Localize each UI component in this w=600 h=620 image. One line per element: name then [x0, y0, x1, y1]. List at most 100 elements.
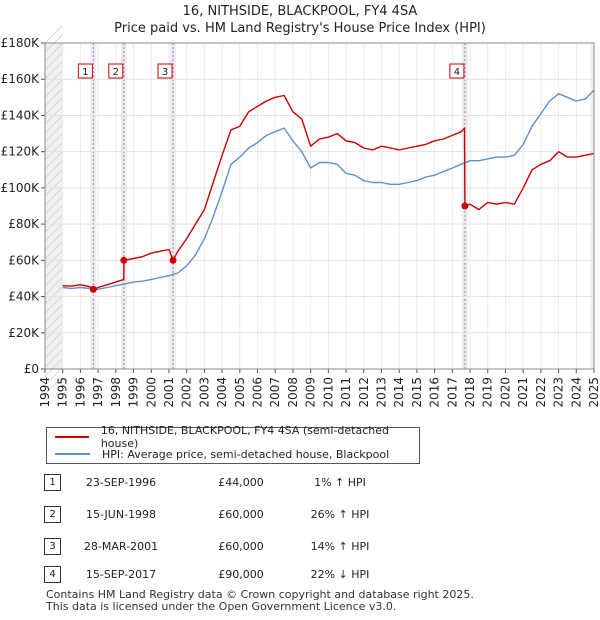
x-tick-label: 1998: [109, 377, 123, 408]
x-tick-label: 2015: [410, 377, 424, 408]
transaction-hpi-change: 26% ↑ HPI: [310, 508, 370, 521]
x-tick-label: 1996: [73, 377, 87, 408]
legend-swatch-hpi: [55, 453, 90, 455]
footer-licence: This data is licensed under the Open Gov…: [46, 600, 397, 613]
hatch-line: [44, 376, 63, 395]
x-tick-label: 2003: [197, 377, 211, 408]
legend-item-price: 16, NITHSIDE, BLACKPOOL, FY4 4SA (semi-d…: [55, 424, 419, 450]
legend-label-price: 16, NITHSIDE, BLACKPOOL, FY4 4SA (semi-d…: [100, 424, 389, 450]
legend-item-hpi: HPI: Average price, semi-detached house,…: [55, 446, 389, 462]
y-tick-label: £60K: [8, 253, 40, 267]
series-line-price: [62, 94, 595, 290]
legend-swatch-price: [55, 436, 89, 438]
x-tick-label: 2016: [428, 377, 442, 408]
hatch-line: [44, 295, 63, 314]
transaction-price: £90,000: [218, 568, 264, 581]
transaction-point: [461, 202, 469, 210]
y-tick-label: £160K: [1, 72, 41, 86]
y-tick-label: £80K: [8, 217, 40, 231]
hatch-line: [44, 79, 63, 98]
x-tick-label: 2017: [445, 377, 459, 408]
hatch-line: [44, 241, 63, 260]
hatch-line: [44, 133, 63, 152]
hatch-line: [44, 313, 63, 332]
x-tick-label: 2011: [339, 377, 353, 408]
transaction-number: 2: [44, 506, 61, 523]
transaction-number: 4: [44, 566, 61, 583]
x-tick-label: 2005: [233, 377, 247, 408]
y-tick-label: £100K: [1, 181, 41, 195]
x-tick-label: 2020: [498, 377, 512, 408]
x-tick-label: 2007: [268, 377, 282, 408]
price-chart: £0 £20K £40K £60K £80K £100K £120K £140K £160K £1…: [1, 25, 600, 408]
x-tick-label: 2014: [392, 377, 406, 408]
transaction-point: [120, 256, 128, 264]
hatch-line: [44, 178, 63, 197]
transaction-point: [89, 285, 97, 293]
x-tick-label: 2002: [180, 377, 194, 408]
x-tick-label: 2001: [162, 377, 176, 408]
x-tick-label: 2012: [357, 377, 371, 408]
legend: 16, NITHSIDE, BLACKPOOL, FY4 4SA (semi-d…: [46, 424, 420, 464]
hatch-line: [44, 223, 63, 242]
hatch-line: [44, 205, 63, 224]
transaction-price: £44,000: [218, 476, 264, 489]
hatch-line: [44, 25, 63, 44]
transaction-label-box: [157, 63, 173, 79]
transaction-label-box: [108, 63, 124, 79]
series-line-hpi: [62, 89, 595, 290]
x-tick-label: 2023: [552, 377, 566, 408]
x-tick-label: 2006: [251, 377, 265, 408]
hatch-line: [44, 169, 63, 188]
transaction-hpi-change: 14% ↑ HPI: [310, 540, 370, 553]
post-data-shade: [590, 43, 594, 369]
hatch-line: [44, 259, 63, 278]
y-tick-label: £120K: [1, 145, 41, 159]
x-tick-label: 2021: [516, 377, 530, 408]
x-tick-label: 1994: [38, 377, 52, 408]
pre-data-shade: [45, 43, 63, 369]
transaction-label: 1: [82, 67, 88, 78]
y-tick-label: £0: [24, 362, 39, 376]
chart-title: 16, NITHSIDE, BLACKPOOL, FY4 4SA: [182, 4, 418, 19]
hatch-line: [44, 277, 63, 296]
transaction-hpi-change: 1% ↑ HPI: [314, 476, 366, 489]
hatch-line: [44, 232, 63, 251]
x-tick-label: 2008: [286, 377, 300, 408]
x-tick-label: 2000: [144, 377, 158, 408]
hatch-line: [44, 304, 63, 323]
hatch-line: [44, 196, 63, 215]
legend-label-hpi: HPI: Average price, semi-detached house,…: [102, 447, 390, 461]
x-tick-label: 2024: [569, 377, 583, 408]
hatch-line: [44, 349, 63, 368]
chart-title-block: 16, NITHSIDE, BLACKPOOL, FY4 4SA Price p…: [0, 0, 600, 37]
transaction-label: 2: [113, 67, 119, 78]
hatch-line: [44, 142, 63, 161]
x-tick-label: 2022: [534, 377, 548, 408]
x-tick-label: 2013: [374, 377, 388, 408]
x-tick-label: 2025: [587, 377, 600, 408]
transaction-band: [90, 43, 97, 369]
hatch-line: [44, 268, 63, 287]
x-tick-label: 1995: [56, 377, 70, 408]
hatch-line: [44, 286, 63, 305]
transaction-point: [169, 256, 177, 264]
x-tick-label: 2010: [321, 377, 335, 408]
hatch-line: [44, 43, 63, 62]
transaction-date: 15-SEP-2017: [85, 568, 157, 581]
x-tick-label: 2019: [481, 377, 495, 408]
hatch-line: [44, 160, 63, 179]
hatch-line: [44, 151, 63, 170]
y-tick-label: £140K: [1, 108, 41, 122]
hatch-line: [44, 187, 63, 206]
transaction-date: 15-JUN-1998: [85, 508, 157, 521]
hatch-line: [44, 61, 63, 80]
transaction-hpi-change: 22% ↓ HPI: [310, 568, 370, 581]
x-tick-label: 2009: [304, 377, 318, 408]
transaction-label-box: [449, 63, 465, 79]
hatch-line: [44, 331, 63, 350]
y-tick-label: £180K: [1, 36, 41, 50]
transaction-band: [120, 43, 127, 369]
hatch-line: [44, 124, 63, 143]
hatch-line: [44, 214, 63, 233]
